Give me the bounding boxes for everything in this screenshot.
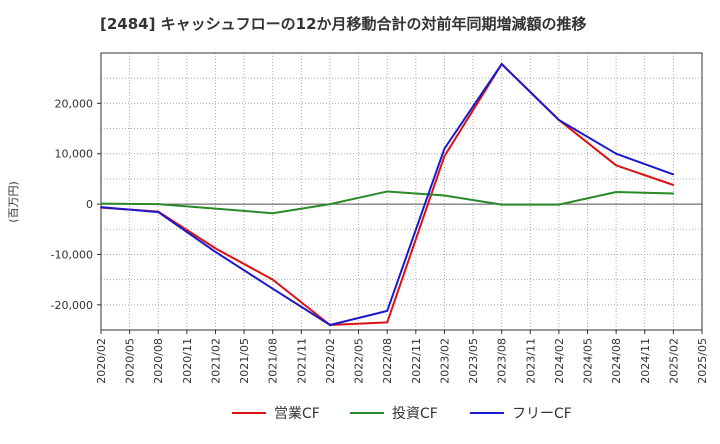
legend-label-free-cf: フリーCF	[512, 406, 572, 422]
free-cf-point	[443, 147, 446, 150]
x-tick-label: 2023/11	[524, 338, 537, 384]
investing-cf-point	[500, 203, 503, 206]
x-tick-label: 2024/08	[610, 338, 623, 384]
operating-cf-point	[386, 321, 388, 324]
free-cf-point	[100, 206, 102, 208]
free-cf-point	[329, 324, 331, 326]
x-tick-label: 2021/11	[295, 338, 308, 384]
x-tick-label: 2022/02	[324, 338, 337, 384]
legend-label-operating-cf: 営業CF	[274, 406, 320, 422]
investing-cf-point	[615, 191, 617, 193]
investing-cf-point	[558, 203, 560, 206]
investing-cf-point	[329, 203, 331, 205]
operating-cf-point	[214, 247, 217, 250]
x-tick-label: 2025/02	[667, 338, 680, 384]
x-tick-label: 2022/05	[353, 338, 366, 384]
x-tick-label: 2021/08	[267, 338, 280, 384]
operating-cf-point	[672, 184, 675, 186]
x-tick-label: 2020/08	[152, 338, 165, 384]
investing-cf-point	[100, 202, 102, 205]
x-tick-label: 2023/08	[496, 338, 509, 384]
x-tick-label: 2024/05	[582, 338, 595, 384]
axis-layer: -20,000 -10,000 0 10,000 20,000 2020/02 2020/0…	[51, 52, 709, 384]
operating-cf-point	[271, 278, 274, 281]
x-tick-label: 2025/05	[696, 338, 709, 384]
x-tick-label: 2024/02	[553, 338, 566, 384]
free-cf-point	[500, 63, 503, 65]
chart-title: [2484] キャッシュフローの12か月移動合計の対前年同期増減額の推移	[100, 15, 587, 33]
y-tick-label: 10,000	[55, 148, 94, 161]
free-cf-point	[386, 310, 388, 312]
investing-cf-point	[386, 190, 388, 193]
free-cf-point	[214, 251, 217, 253]
y-axis-label: (百万円)	[7, 181, 20, 223]
investing-cf-point	[443, 194, 446, 197]
x-tick-label: 2021/05	[238, 338, 251, 384]
free-cf-point	[615, 152, 617, 155]
plot-frame	[100, 52, 703, 331]
legend: 営業CF 投資CF フリーCF	[232, 406, 572, 422]
y-tick-label: -10,000	[51, 248, 93, 261]
free-cf-point	[157, 211, 160, 213]
y-tick-label: -20,000	[51, 299, 93, 312]
y-tick-label: 0	[86, 198, 93, 211]
investing-cf-point	[214, 207, 217, 210]
x-tick-label: 2022/11	[410, 338, 423, 384]
x-tick-label: 2020/05	[124, 338, 137, 384]
operating-cf-point	[443, 155, 446, 158]
investing-cf-point	[672, 192, 675, 195]
x-tick-label: 2024/11	[639, 338, 652, 384]
investing-cf-point	[157, 203, 160, 205]
x-tick-label: 2023/02	[438, 338, 451, 384]
free-cf-point	[672, 173, 675, 176]
x-tick-label: 2022/08	[381, 338, 394, 384]
x-tick-label: 2023/05	[467, 338, 480, 384]
x-tick-label: 2020/02	[95, 338, 108, 384]
investing-cf-point	[271, 212, 274, 214]
x-tick-label: 2021/02	[209, 338, 222, 384]
x-tick-label: 2020/11	[181, 338, 194, 384]
series-layer	[100, 63, 675, 326]
operating-cf-point	[615, 164, 617, 167]
legend-label-investing-cf: 投資CF	[392, 406, 438, 422]
y-tick-label: 20,000	[55, 97, 94, 110]
free-cf-point	[271, 287, 274, 290]
free-cf-point	[558, 119, 560, 121]
